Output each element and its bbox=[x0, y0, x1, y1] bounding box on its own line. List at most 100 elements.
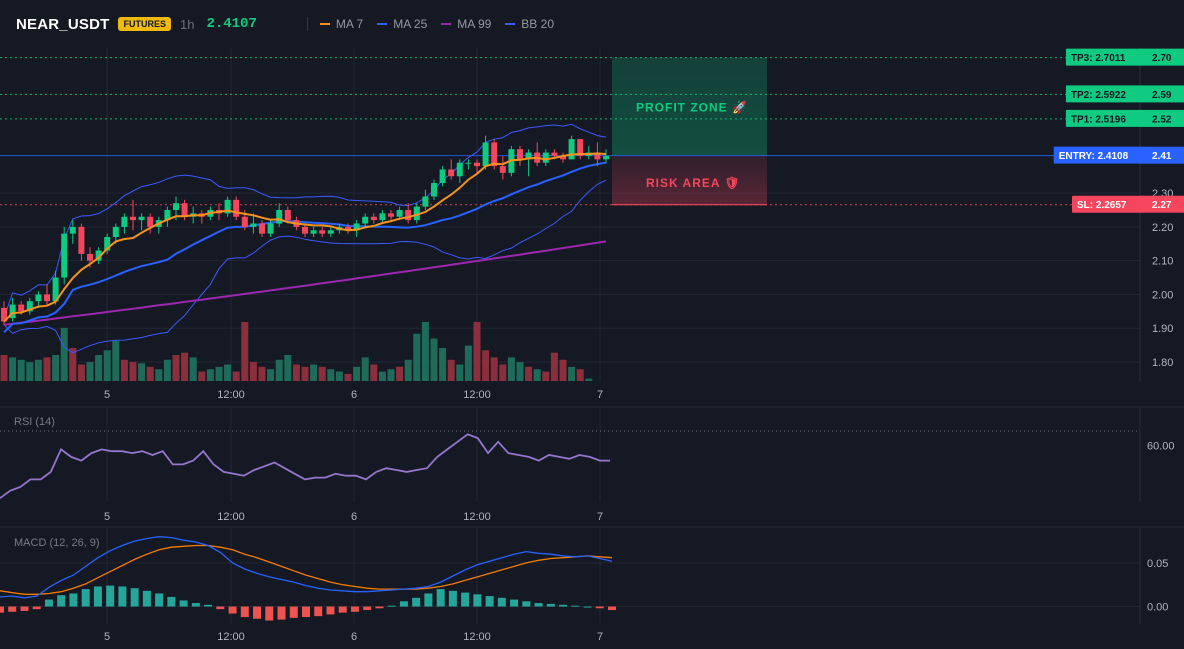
candle-body bbox=[577, 139, 584, 156]
volume-bar bbox=[9, 357, 17, 381]
volume-bar bbox=[301, 366, 309, 381]
volume-bar bbox=[224, 364, 232, 381]
macd-histogram-bar bbox=[436, 589, 445, 607]
macd-histogram-bar bbox=[265, 606, 274, 621]
legend-label: BB 20 bbox=[521, 17, 554, 31]
timeframe-label[interactable]: 1h bbox=[179, 16, 195, 32]
volume-bar bbox=[172, 355, 180, 381]
macd-histogram-bar bbox=[338, 606, 347, 613]
candle-body bbox=[164, 210, 171, 221]
entry-tag-label: ENTRY: 2.4108 bbox=[1059, 151, 1129, 162]
tp2-tag-label: TP2: 2.5922 bbox=[1071, 90, 1126, 101]
macd-histogram-bar bbox=[608, 606, 616, 611]
volume-bar bbox=[95, 355, 103, 381]
candle-body bbox=[87, 253, 93, 261]
legend-item-ma-25[interactable]: MA 25 bbox=[377, 17, 427, 31]
time-tick-label: 12:00 bbox=[217, 389, 245, 401]
legend-item-ma-99[interactable]: MA 99 bbox=[441, 17, 491, 31]
sl-price-tag bbox=[1141, 195, 1184, 213]
candle-body bbox=[284, 210, 291, 221]
macd-histogram-bar bbox=[130, 588, 139, 607]
macd-histogram-bar bbox=[20, 606, 29, 611]
volume-bar bbox=[559, 359, 567, 381]
candle-body bbox=[568, 139, 575, 160]
volume-bar bbox=[258, 366, 266, 381]
volume-bar bbox=[249, 362, 257, 381]
candle-body bbox=[61, 233, 68, 278]
candle-body bbox=[362, 216, 369, 224]
candle-body bbox=[474, 162, 480, 167]
volume-bar bbox=[499, 364, 507, 381]
candle-body bbox=[405, 210, 412, 221]
entry-price-label: 2.41 bbox=[1152, 151, 1172, 162]
macd-histogram-bar bbox=[253, 606, 262, 619]
candle-body bbox=[95, 250, 102, 261]
legend-label: MA 7 bbox=[335, 17, 364, 31]
volume-bar bbox=[378, 371, 386, 381]
rsi-tick-label: 60.00 bbox=[1147, 441, 1175, 453]
volume-bar bbox=[232, 371, 240, 381]
tp1-tag bbox=[1065, 109, 1143, 127]
volume-bar bbox=[155, 369, 163, 381]
candle-body bbox=[319, 230, 326, 234]
macd-histogram-bar bbox=[240, 606, 249, 618]
macd-histogram-bar bbox=[510, 599, 519, 607]
price-tick-label: 2.20 bbox=[1152, 222, 1173, 234]
macd-histogram-bar bbox=[534, 603, 543, 607]
volume-bar bbox=[86, 362, 94, 381]
candle-body bbox=[259, 223, 265, 234]
candle-body bbox=[413, 206, 420, 221]
volume-bar bbox=[0, 355, 8, 381]
time-tick-label: 5 bbox=[104, 631, 110, 643]
macd-histogram-bar bbox=[118, 586, 127, 607]
macd-tick-label: 0.00 bbox=[1147, 602, 1168, 614]
volume-bar bbox=[542, 371, 550, 381]
sl-tag-label: SL: 2.2657 bbox=[1077, 200, 1127, 211]
volume-bar bbox=[439, 347, 447, 381]
macd-histogram-bar bbox=[448, 590, 457, 607]
time-tick-label: 6 bbox=[351, 631, 357, 643]
volume-bar bbox=[163, 359, 171, 381]
volume-bar bbox=[292, 364, 300, 381]
volume-bar bbox=[275, 359, 283, 381]
volume-bar bbox=[241, 322, 249, 381]
volume-bar bbox=[198, 371, 206, 381]
legend-item-bb-20[interactable]: BB 20 bbox=[505, 17, 554, 31]
tp2-price-tag bbox=[1141, 85, 1184, 103]
macd-histogram-bar bbox=[326, 606, 335, 615]
volume-bar bbox=[43, 357, 51, 381]
volume-bar bbox=[129, 362, 137, 381]
volume-bar bbox=[550, 352, 558, 381]
macd-histogram-bar bbox=[81, 589, 90, 607]
legend-label: MA 99 bbox=[457, 17, 492, 31]
time-tick-label: 6 bbox=[351, 389, 357, 401]
candle-body bbox=[379, 213, 386, 221]
time-tick-label: 5 bbox=[104, 389, 110, 401]
legend-swatch bbox=[319, 23, 330, 25]
volume-bar bbox=[284, 355, 292, 381]
candle-body bbox=[181, 203, 188, 217]
volume-bar bbox=[430, 338, 438, 381]
price-tick-label: 1.90 bbox=[1152, 323, 1173, 335]
candle-body bbox=[302, 226, 308, 234]
volume-bar bbox=[413, 333, 421, 381]
tp3-tag-label: TP3: 2.7011 bbox=[1071, 53, 1126, 64]
risk-zone bbox=[612, 155, 767, 205]
macd-histogram-bar bbox=[375, 606, 384, 609]
macd-histogram-bar bbox=[473, 594, 482, 607]
bb-lower-line bbox=[3, 179, 607, 354]
volume-bar bbox=[456, 364, 464, 381]
macd-histogram-bar bbox=[167, 596, 176, 607]
symbol-name[interactable]: NEAR_USDT bbox=[16, 15, 110, 33]
macd-histogram-bar bbox=[546, 603, 555, 607]
legend-item-ma-7[interactable]: MA 7 bbox=[319, 17, 364, 31]
candle-body bbox=[551, 152, 558, 156]
macd-line bbox=[0, 536, 613, 599]
volume-bar bbox=[447, 359, 455, 381]
macd-histogram-bar bbox=[485, 596, 494, 607]
macd-pane-label: MACD (12, 26, 9) bbox=[14, 537, 100, 549]
volume-bar bbox=[318, 366, 326, 381]
macd-histogram-bar bbox=[497, 597, 506, 607]
volume-bar bbox=[189, 357, 197, 381]
